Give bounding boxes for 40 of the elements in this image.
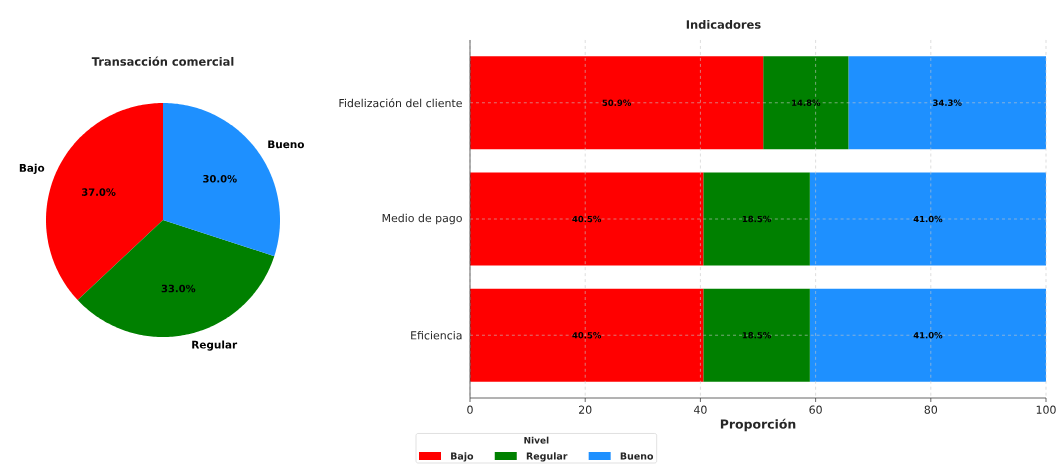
data-label: 41.0%: [913, 332, 943, 339]
data-label: 33.0%: [161, 284, 196, 293]
legend-label: Bueno: [620, 452, 654, 460]
data-label: 34.3%: [933, 99, 962, 106]
bar: [703, 172, 810, 266]
slice-label: Bajo: [19, 163, 45, 174]
bar: [470, 288, 704, 382]
data-label: 18.5%: [742, 215, 771, 223]
data-label: 18.5%: [742, 332, 771, 339]
bar: [470, 172, 704, 266]
data-label: 41.0%: [913, 215, 943, 223]
data-label: 30.0%: [203, 174, 237, 183]
x-tick-label: 100: [1036, 405, 1056, 414]
slice-label: Regular: [192, 340, 238, 351]
bar: [809, 172, 1047, 266]
data-label: 37.0%: [81, 188, 116, 196]
x-tick-label: 20: [579, 405, 592, 414]
chart-title: Indicadores: [686, 19, 761, 29]
legend-title: Nivel: [524, 436, 549, 444]
legend-label: Regular: [526, 452, 568, 462]
bar: [470, 56, 764, 150]
y-tick-label: Eficiencia: [411, 330, 462, 340]
x-tick-label: 0: [467, 405, 473, 414]
y-tick-label: Fidelización del cliente: [339, 98, 462, 108]
x-tick-label: 40: [693, 405, 707, 414]
data-label: 40.5%: [572, 215, 602, 223]
bar: [703, 288, 810, 382]
bar: [809, 288, 1047, 382]
x-tick-label: 80: [924, 405, 938, 414]
data-label: 50.9%: [602, 99, 632, 106]
slice-label: Bueno: [268, 140, 305, 149]
data-label: 40.5%: [572, 332, 602, 339]
x-tick-label: 60: [809, 405, 822, 414]
chart-title: Transacción comercial: [91, 56, 234, 66]
x-axis-title: Proporción: [720, 418, 796, 432]
bar: [763, 56, 849, 150]
data-label: 14.8%: [792, 99, 821, 106]
y-tick-label: Medio de pago: [382, 213, 462, 225]
bar: [848, 56, 1047, 150]
legend-label: Bajo: [451, 452, 474, 462]
